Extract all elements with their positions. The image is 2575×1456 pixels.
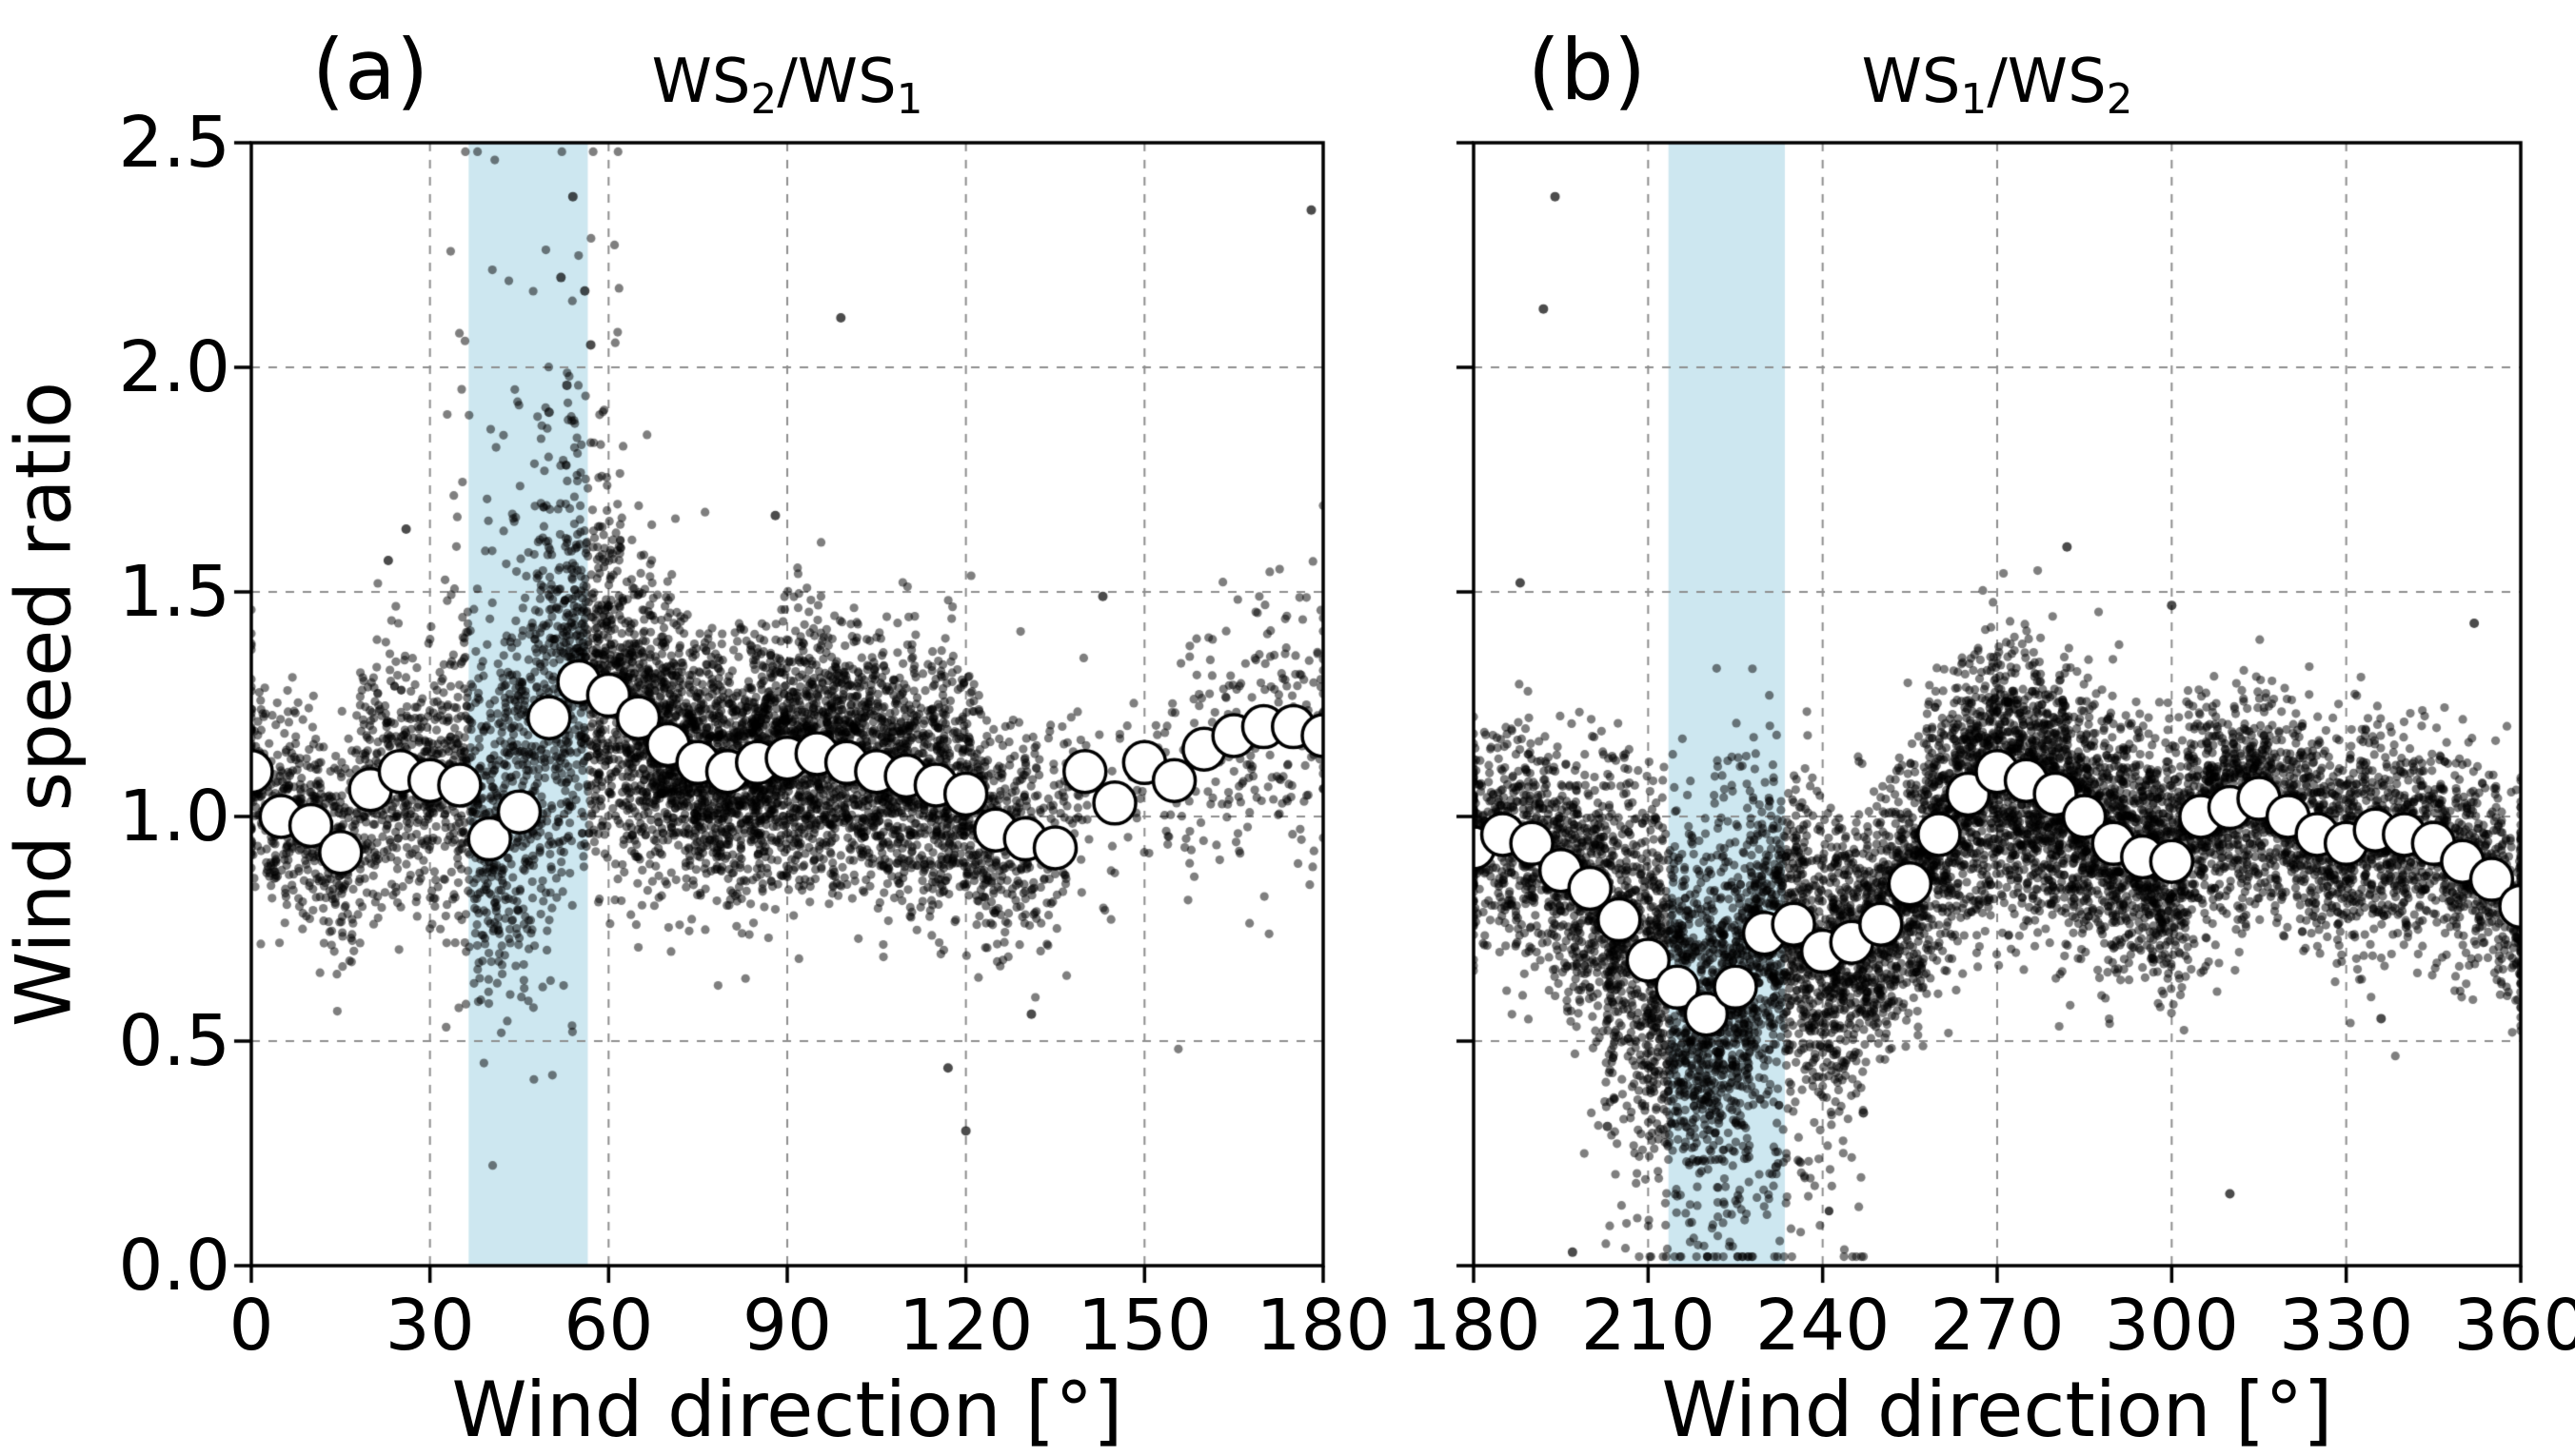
x-tick-label: 30 xyxy=(385,1285,475,1367)
panel-title-text: WS xyxy=(1861,47,1961,117)
x-tick-label: 90 xyxy=(742,1285,833,1367)
panel-title-text: 2 xyxy=(2106,76,2133,125)
panel-title-text: /WS xyxy=(777,47,897,117)
panel-b-title: WS 1/WS 2 xyxy=(1474,0,2521,121)
x-tick-label: 360 xyxy=(2453,1285,2575,1367)
y-tick-label: 0.5 xyxy=(118,1000,230,1082)
x-tick-label: 0 xyxy=(228,1285,274,1367)
panel-a-label: (a) xyxy=(311,21,429,119)
panel-a-x-axis-label: Wind direction [°] xyxy=(451,1366,1123,1454)
panel-title-text: 2 xyxy=(750,76,778,125)
y-tick-label: 2.0 xyxy=(118,326,230,408)
panel-b-x-axis-label: Wind direction [°] xyxy=(1661,1366,2333,1454)
panel-a-title: WS 2/WS 1 xyxy=(251,0,1323,121)
x-tick-label: 300 xyxy=(2104,1285,2239,1367)
x-tick-label: 120 xyxy=(899,1285,1034,1367)
x-tick-label: 180 xyxy=(1256,1285,1391,1367)
x-tick-label: 240 xyxy=(1755,1285,1891,1367)
panel-title-text: 1 xyxy=(896,76,923,125)
y-tick-label: 2.5 xyxy=(118,102,230,184)
panel-title-text: 1 xyxy=(1960,76,1988,125)
x-tick-label: 60 xyxy=(564,1285,654,1367)
panel-title-text: /WS xyxy=(1987,47,2107,117)
x-tick-label: 270 xyxy=(1930,1285,2065,1367)
x-tick-label: 180 xyxy=(1406,1285,1541,1367)
x-tick-label: 150 xyxy=(1077,1285,1212,1367)
y-tick-label: 0.0 xyxy=(118,1225,230,1307)
x-tick-label: 330 xyxy=(2279,1285,2414,1367)
y-axis-label: Wind speed ratio xyxy=(0,381,89,1028)
y-tick-label: 1.0 xyxy=(118,776,230,857)
panel-title-text: WS xyxy=(651,47,751,117)
panel-b-label: (b) xyxy=(1527,21,1647,119)
y-tick-label: 1.5 xyxy=(118,551,230,633)
x-tick-label: 210 xyxy=(1580,1285,1715,1367)
